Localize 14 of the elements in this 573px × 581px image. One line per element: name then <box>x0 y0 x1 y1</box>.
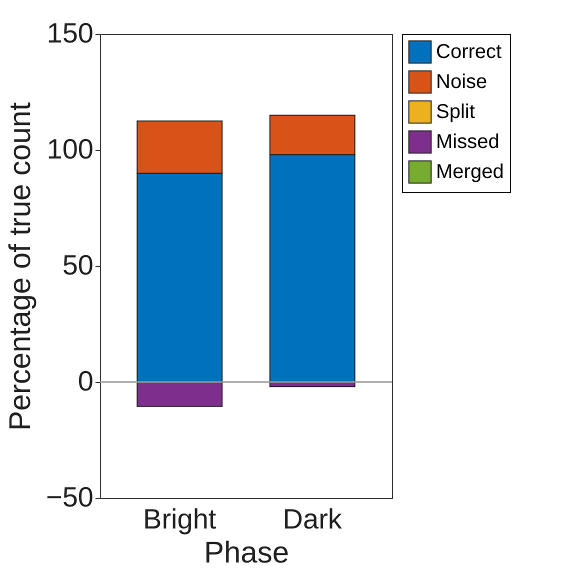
x-tick-label: Dark <box>282 504 343 534</box>
y-tick-label: 0 <box>78 366 94 396</box>
y-tick-label: 50 <box>62 250 94 280</box>
x-tick-label: Bright <box>143 504 216 534</box>
y-tick-label: 100 <box>46 134 94 164</box>
legend-label: Missed <box>436 131 500 153</box>
legend-label: Merged <box>436 161 504 183</box>
x-axis-title: Phase <box>204 536 290 570</box>
y-tick-label: 150 <box>46 18 94 48</box>
y-tick-label: −50 <box>46 482 94 512</box>
legend-label: Correct <box>436 41 502 63</box>
legend-label: Split <box>436 101 476 123</box>
y-axis-title: Percentage of true count <box>4 102 38 431</box>
legend-label: Noise <box>436 71 488 93</box>
